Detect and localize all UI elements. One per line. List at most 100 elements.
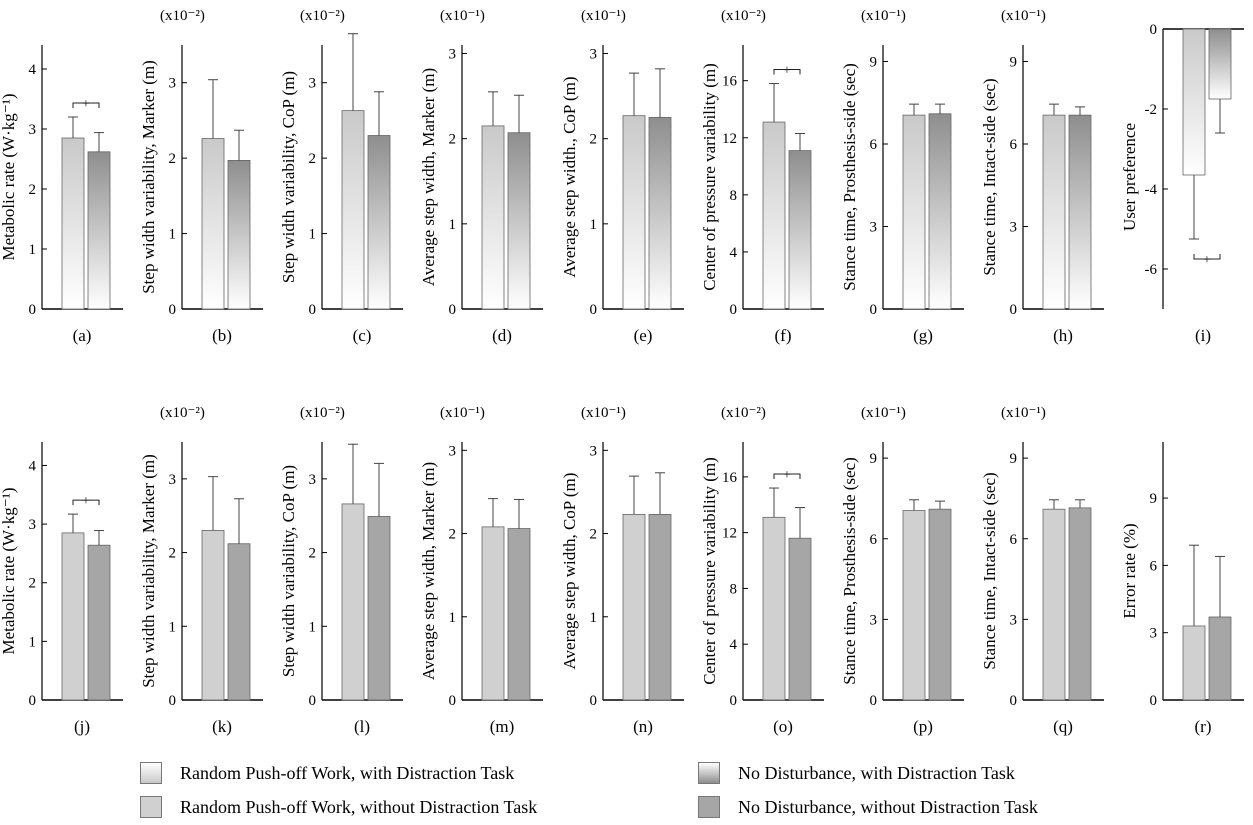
- y-tick-label: 6: [1150, 558, 1158, 574]
- y-tick-label: 6: [1010, 532, 1018, 548]
- panel-label: (n): [633, 717, 653, 736]
- y-tick-label: 4: [730, 245, 738, 261]
- y-tick-label: 3: [169, 472, 177, 488]
- bar-random-pushoff: [481, 125, 505, 310]
- axis-multiplier: (x10⁻¹): [1001, 405, 1046, 421]
- y-tick-label: 9: [870, 55, 878, 71]
- bar-random-pushoff: [762, 121, 786, 310]
- panel-h: 0 3 6 9 (x10⁻¹) Stance time, Intact-side (sec…: [980, 8, 1104, 345]
- y-tick-label: 3: [29, 122, 37, 138]
- bar-random-pushoff: [902, 510, 926, 701]
- y-tick-label: 6: [870, 137, 878, 153]
- legend-swatch-nodist-without: [698, 796, 720, 818]
- significance-bracket: [72, 499, 100, 506]
- y-axis-label: Average step width, Marker (m): [419, 68, 438, 286]
- y-tick-label: 3: [590, 47, 598, 63]
- y-tick-label: 3: [29, 517, 37, 533]
- significance-marker: +: [783, 64, 791, 79]
- panel-label: (p): [913, 717, 933, 736]
- axis-multiplier: (x10⁻¹): [1001, 8, 1046, 24]
- y-tick-label: 1: [29, 634, 37, 650]
- y-tick-label: 0: [169, 693, 177, 709]
- y-tick-label: 3: [309, 472, 317, 488]
- y-tick-label: 2: [169, 151, 177, 167]
- panel-d: 0 1 2 3 (x10⁻¹) Average step width, Marker (m…: [419, 8, 543, 345]
- significance-marker: +: [1203, 253, 1211, 268]
- panel-label: (f): [775, 326, 792, 345]
- y-tick-label: 16: [722, 74, 738, 90]
- panel-p: 0 3 6 9 (x10⁻¹) Stance time, Prosthesis-side …: [840, 405, 964, 736]
- y-tick-label: 2: [590, 527, 598, 543]
- y-tick-label: 4: [730, 637, 738, 653]
- y-tick-label: 1: [169, 619, 177, 635]
- y-axis-label: Step width variability, CoP (m): [279, 71, 298, 283]
- panel-c: 0 1 2 3 (x10⁻²) Step width variability, CoP (…: [279, 8, 403, 345]
- y-axis-label: Center of pressure variability (m): [700, 457, 719, 685]
- y-tick-label: 6: [1010, 137, 1018, 153]
- y-tick-label: 8: [730, 581, 738, 597]
- y-axis-label: Step width variability, Marker (m): [139, 60, 158, 294]
- y-tick-label: 9: [870, 451, 878, 467]
- bar-random-pushoff: [481, 526, 505, 701]
- bar-no-disturbance: [227, 543, 251, 701]
- legend-item-random-without: Random Push-off Work, without Distractio…: [140, 796, 537, 818]
- y-tick-label: 0: [1010, 302, 1018, 318]
- axis-multiplier: (x10⁻¹): [581, 405, 626, 421]
- y-tick-label: 3: [1150, 626, 1158, 642]
- y-tick-label: 3: [309, 76, 317, 92]
- bar-random-pushoff: [622, 115, 646, 310]
- y-tick-label: 1: [449, 610, 457, 626]
- legend-label-random-with: Random Push-off Work, with Distraction T…: [180, 762, 515, 783]
- y-tick-label: 0: [730, 302, 738, 318]
- legend-label-nodist-with: No Disturbance, with Distraction Task: [738, 762, 1015, 783]
- y-tick-label: 3: [870, 220, 878, 236]
- y-tick-label: 2: [449, 132, 457, 148]
- y-tick-label: 0: [29, 302, 37, 318]
- y-tick-label: 9: [1010, 451, 1018, 467]
- y-axis-label: User preference: [1120, 123, 1139, 231]
- panel-label: (d): [492, 326, 512, 345]
- significance-marker: +: [82, 494, 90, 509]
- legend-label-nodist-without: No Disturbance, without Distraction Task: [738, 796, 1038, 817]
- bar-no-disturbance: [227, 160, 251, 310]
- bar-random-pushoff: [341, 110, 365, 310]
- axis-multiplier: (x10⁻¹): [581, 8, 626, 24]
- panel-k: 0 1 2 3 (x10⁻²) Step width variability, Marke…: [139, 405, 263, 736]
- y-tick-label: 0: [870, 302, 878, 318]
- panel-label: (e): [634, 326, 653, 345]
- panel-label: (c): [353, 326, 372, 345]
- y-tick-label: 2: [169, 546, 177, 562]
- bar-no-disturbance: [87, 151, 111, 310]
- bar-random-pushoff: [902, 114, 926, 310]
- bar-random-pushoff: [341, 503, 365, 701]
- legend-swatch-random-without: [140, 796, 162, 818]
- y-tick-label: 1: [590, 610, 598, 626]
- axis-multiplier: (x10⁻¹): [440, 8, 485, 24]
- y-axis-label: Stance time, Prosthesis-side (sec): [840, 63, 859, 291]
- y-tick-label: 0: [309, 302, 317, 318]
- y-tick-label: 0: [309, 693, 317, 709]
- y-axis-label: Metabolic rate (W·kg⁻¹): [0, 94, 18, 261]
- y-axis-label: Error rate (%): [1120, 523, 1139, 618]
- y-tick-label: 3: [449, 47, 457, 63]
- y-tick-label: 2: [309, 151, 317, 167]
- panel-label: (m): [490, 717, 515, 736]
- y-tick-label: 1: [309, 227, 317, 243]
- panel-m: 0 1 2 3 (x10⁻¹) Average step width, Marker (m…: [419, 405, 543, 736]
- panel-q: 0 3 6 9 (x10⁻¹) Stance time, Intact-side (sec…: [980, 405, 1104, 736]
- panel-label: (k): [212, 717, 232, 736]
- y-tick-label: -6: [1145, 262, 1158, 278]
- legend-swatch-random-with: [140, 762, 162, 784]
- bar-no-disturbance: [1068, 507, 1092, 701]
- y-axis-label: Stance time, Prosthesis-side (sec): [840, 457, 859, 685]
- axis-multiplier: (x10⁻¹): [861, 405, 906, 421]
- bar-random-pushoff: [1042, 508, 1066, 701]
- y-axis-label: Center of pressure variability (m): [700, 63, 719, 291]
- y-tick-label: 0: [1150, 693, 1158, 709]
- y-tick-label: 0: [1150, 22, 1158, 38]
- legend-item-nodist-with: No Disturbance, with Distraction Task: [698, 762, 1015, 784]
- axis-multiplier: (x10⁻¹): [440, 405, 485, 421]
- panel-label: (i): [1195, 326, 1211, 345]
- axis-multiplier: (x10⁻²): [721, 8, 766, 24]
- panel-i: 0 -2 -4 -6 User preference + (i): [1120, 22, 1244, 345]
